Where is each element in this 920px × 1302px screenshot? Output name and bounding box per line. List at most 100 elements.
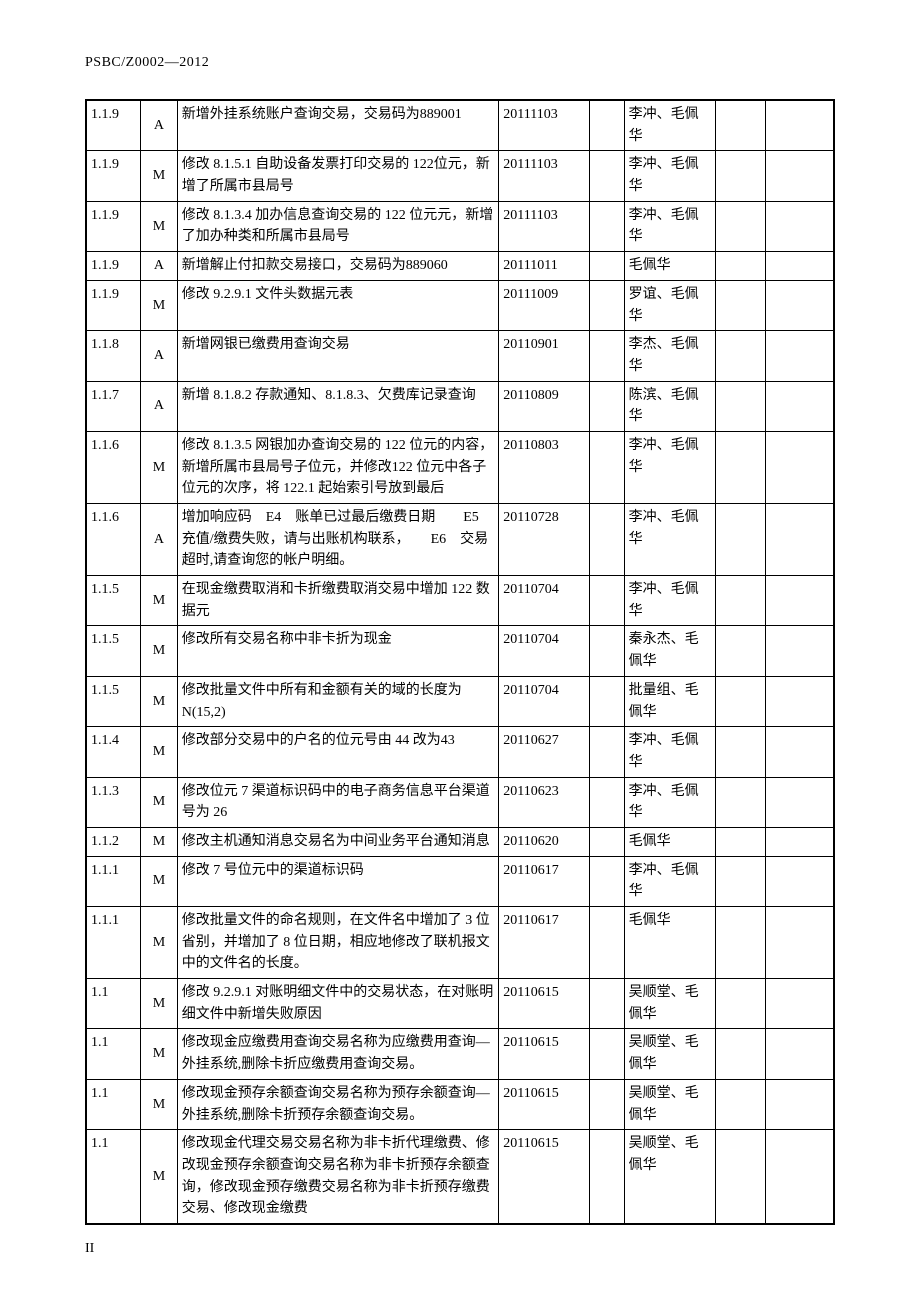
cell-col5 xyxy=(590,252,624,281)
cell-col5 xyxy=(590,100,624,151)
cell-col7 xyxy=(715,431,765,503)
cell-date: 20110617 xyxy=(499,856,590,906)
cell-date: 20110901 xyxy=(499,331,590,381)
cell-col8 xyxy=(766,626,834,676)
cell-description: 增加响应码 E4 账单已过最后缴费日期 E5 充值/缴费失败，请与出账机构联系，… xyxy=(177,504,499,576)
cell-col5 xyxy=(590,676,624,726)
cell-col5 xyxy=(590,201,624,251)
cell-col8 xyxy=(766,252,834,281)
cell-date: 20110803 xyxy=(499,431,590,503)
cell-date: 20111103 xyxy=(499,201,590,251)
revision-table: 1.1.9A新增外挂系统账户查询交易，交易码为88900120111103李冲、… xyxy=(85,99,835,1225)
table-row: 1.1.9M修改 8.1.5.1 自助设备发票打印交易的 122位元，新增了所属… xyxy=(86,151,834,201)
cell-col8 xyxy=(766,504,834,576)
cell-description: 修改 8.1.3.5 网银加办查询交易的 122 位元的内容，新增所属市县局号子… xyxy=(177,431,499,503)
cell-col8 xyxy=(766,381,834,431)
cell-type: M xyxy=(141,1029,177,1079)
cell-version: 1.1.9 xyxy=(86,151,141,201)
cell-type: M xyxy=(141,1079,177,1129)
cell-author: 李冲、毛佩华 xyxy=(624,201,715,251)
cell-version: 1.1.5 xyxy=(86,626,141,676)
cell-description: 修改位元 7 渠道标识码中的电子商务信息平台渠道号为 26 xyxy=(177,777,499,827)
cell-version: 1.1 xyxy=(86,1079,141,1129)
cell-col8 xyxy=(766,676,834,726)
table-row: 1.1.8A新增网银已缴费用查询交易20110901李杰、毛佩华 xyxy=(86,331,834,381)
cell-date: 20110704 xyxy=(499,576,590,626)
cell-col7 xyxy=(715,331,765,381)
doc-header: PSBC/Z0002—2012 xyxy=(85,55,835,71)
cell-version: 1.1.6 xyxy=(86,504,141,576)
cell-version: 1.1 xyxy=(86,979,141,1029)
cell-description: 修改批量文件中所有和金额有关的域的长度为 N(15,2) xyxy=(177,676,499,726)
cell-description: 修改现金代理交易交易名称为非卡折代理缴费、修改现金预存余额查询交易名称为非卡折预… xyxy=(177,1130,499,1224)
cell-description: 修改现金应缴费用查询交易名称为应缴费用查询—外挂系统,删除卡折应缴费用查询交易。 xyxy=(177,1029,499,1079)
cell-col8 xyxy=(766,1029,834,1079)
cell-version: 1.1.1 xyxy=(86,907,141,979)
table-row: 1.1.6M修改 8.1.3.5 网银加办查询交易的 122 位元的内容，新增所… xyxy=(86,431,834,503)
cell-version: 1.1 xyxy=(86,1130,141,1224)
cell-author: 吴顺堂、毛佩华 xyxy=(624,1029,715,1079)
cell-author: 秦永杰、毛佩华 xyxy=(624,626,715,676)
cell-col7 xyxy=(715,576,765,626)
cell-date: 20110617 xyxy=(499,907,590,979)
cell-date: 20111009 xyxy=(499,280,590,330)
cell-description: 新增 8.1.8.2 存款通知、8.1.8.3、欠费库记录查询 xyxy=(177,381,499,431)
cell-col8 xyxy=(766,280,834,330)
cell-col5 xyxy=(590,1029,624,1079)
cell-version: 1.1.6 xyxy=(86,431,141,503)
table-row: 1.1.5M修改批量文件中所有和金额有关的域的长度为 N(15,2)201107… xyxy=(86,676,834,726)
cell-version: 1.1.7 xyxy=(86,381,141,431)
cell-type: M xyxy=(141,151,177,201)
cell-description: 修改 9.2.9.1 对账明细文件中的交易状态，在对账明细文件中新增失败原因 xyxy=(177,979,499,1029)
cell-description: 修改 9.2.9.1 文件头数据元表 xyxy=(177,280,499,330)
cell-description: 修改 8.1.5.1 自助设备发票打印交易的 122位元，新增了所属市县局号 xyxy=(177,151,499,201)
cell-type: A xyxy=(141,100,177,151)
cell-description: 修改部分交易中的户名的位元号由 44 改为43 xyxy=(177,727,499,777)
cell-description: 修改批量文件的命名规则，在文件名中增加了 3 位省别，并增加了 8 位日期，相应… xyxy=(177,907,499,979)
cell-author: 罗谊、毛佩华 xyxy=(624,280,715,330)
cell-author: 毛佩华 xyxy=(624,827,715,856)
table-row: 1.1.7A新增 8.1.8.2 存款通知、8.1.8.3、欠费库记录查询201… xyxy=(86,381,834,431)
cell-date: 20111103 xyxy=(499,151,590,201)
cell-col8 xyxy=(766,1130,834,1224)
cell-version: 1.1.1 xyxy=(86,856,141,906)
cell-type: M xyxy=(141,777,177,827)
cell-author: 陈滨、毛佩华 xyxy=(624,381,715,431)
cell-col8 xyxy=(766,907,834,979)
table-row: 1.1.1M修改 7 号位元中的渠道标识码20110617李冲、毛佩华 xyxy=(86,856,834,906)
cell-type: M xyxy=(141,856,177,906)
cell-col8 xyxy=(766,979,834,1029)
cell-type: M xyxy=(141,626,177,676)
cell-version: 1.1.9 xyxy=(86,201,141,251)
table-row: 1.1.9A新增外挂系统账户查询交易，交易码为88900120111103李冲、… xyxy=(86,100,834,151)
cell-col8 xyxy=(766,331,834,381)
cell-col5 xyxy=(590,979,624,1029)
cell-col8 xyxy=(766,777,834,827)
cell-date: 20110615 xyxy=(499,1130,590,1224)
cell-col5 xyxy=(590,907,624,979)
cell-date: 20110623 xyxy=(499,777,590,827)
table-row: 1.1.9M修改 8.1.3.4 加办信息查询交易的 122 位元元，新增了加办… xyxy=(86,201,834,251)
cell-type: M xyxy=(141,907,177,979)
cell-col7 xyxy=(715,151,765,201)
cell-description: 在现金缴费取消和卡折缴费取消交易中增加 122 数据元 xyxy=(177,576,499,626)
cell-col5 xyxy=(590,504,624,576)
table-row: 1.1.5M在现金缴费取消和卡折缴费取消交易中增加 122 数据元2011070… xyxy=(86,576,834,626)
cell-type: M xyxy=(141,827,177,856)
cell-col7 xyxy=(715,676,765,726)
cell-type: A xyxy=(141,252,177,281)
cell-author: 李冲、毛佩华 xyxy=(624,504,715,576)
table-row: 1.1.2M修改主机通知消息交易名为中间业务平台通知消息20110620毛佩华 xyxy=(86,827,834,856)
cell-version: 1.1.3 xyxy=(86,777,141,827)
cell-col7 xyxy=(715,280,765,330)
cell-date: 20110615 xyxy=(499,979,590,1029)
cell-description: 新增网银已缴费用查询交易 xyxy=(177,331,499,381)
cell-col7 xyxy=(715,201,765,251)
cell-description: 修改现金预存余额查询交易名称为预存余额查询—外挂系统,删除卡折预存余额查询交易。 xyxy=(177,1079,499,1129)
cell-col7 xyxy=(715,252,765,281)
cell-col7 xyxy=(715,777,765,827)
cell-author: 李冲、毛佩华 xyxy=(624,100,715,151)
cell-description: 新增解止付扣款交易接口，交易码为889060 xyxy=(177,252,499,281)
cell-date: 20110809 xyxy=(499,381,590,431)
cell-author: 吴顺堂、毛佩华 xyxy=(624,979,715,1029)
